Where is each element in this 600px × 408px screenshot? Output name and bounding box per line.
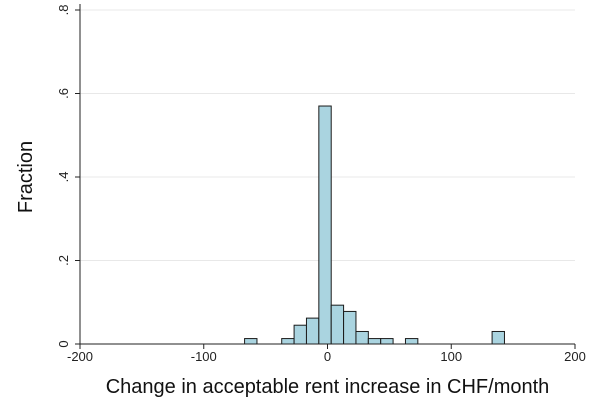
- x-axis-title: Change in acceptable rent increase in CH…: [106, 376, 550, 398]
- x-tick-label: 0: [324, 349, 331, 364]
- y-tick-label: .6: [56, 88, 71, 99]
- bar-4: [318, 105, 332, 345]
- x-tick-label: -200: [67, 349, 93, 364]
- bar-5: [330, 304, 345, 345]
- x-tick-label: -100: [191, 349, 217, 364]
- x-tick-label: 200: [564, 349, 586, 364]
- bar-7: [355, 330, 369, 345]
- bar-2: [293, 324, 307, 345]
- y-tick-label: .2: [56, 255, 71, 266]
- ticks: -200 -100 0 100 200 0 .2 .4 .6 .8: [56, 5, 586, 364]
- bar-3: [305, 317, 320, 345]
- bar-10: [404, 338, 419, 345]
- y-tick-label: .8: [56, 5, 71, 16]
- bar-11: [491, 330, 505, 345]
- y-axis-title: Fraction: [15, 141, 37, 213]
- bar-6: [343, 310, 357, 345]
- x-tick-label: 100: [440, 349, 462, 364]
- y-tick-label: .4: [56, 172, 71, 183]
- histogram-bars: [244, 105, 505, 345]
- bar-8: [367, 338, 382, 345]
- y-tick-label: 0: [56, 340, 71, 347]
- bar-1: [281, 338, 295, 345]
- bar-0: [244, 338, 258, 345]
- bar-9: [380, 338, 394, 345]
